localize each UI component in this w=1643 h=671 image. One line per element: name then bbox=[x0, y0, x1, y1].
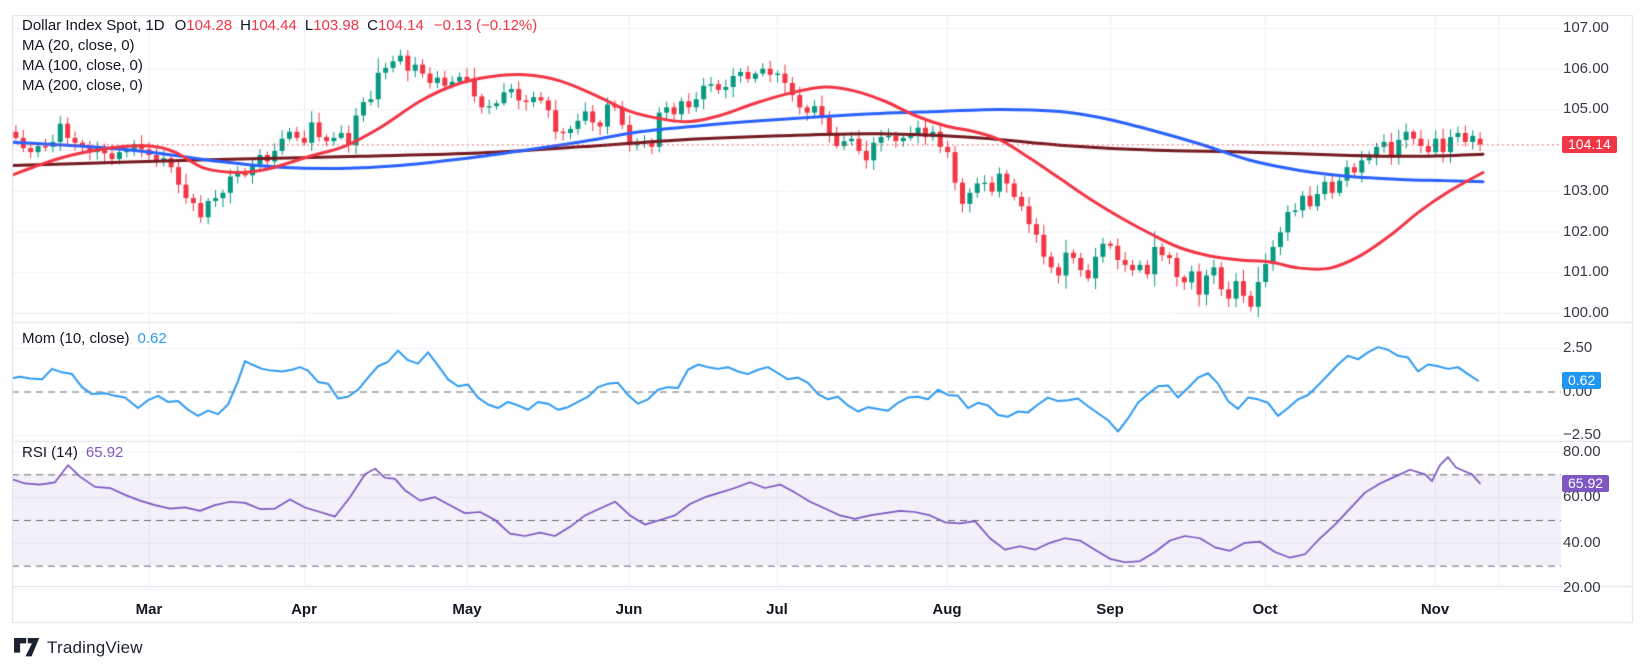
rsi-tick: 40.00 bbox=[1563, 533, 1601, 551]
rsi-legend-row[interactable]: RSI (14) 65.92 bbox=[22, 444, 123, 461]
time-tick-may: May bbox=[452, 601, 482, 618]
time-tick-nov: Nov bbox=[1420, 601, 1450, 618]
ohlc-key: C bbox=[367, 17, 378, 34]
time-tick-sep: Sep bbox=[1096, 601, 1124, 618]
ma200-legend-row[interactable]: MA (200, close, 0) bbox=[22, 76, 537, 96]
change-value: −0.13 (−0.12%) bbox=[433, 17, 538, 34]
price-tick: 105.00 bbox=[1563, 100, 1609, 118]
price-tick: 106.00 bbox=[1563, 59, 1609, 77]
ma100-legend-label: MA (100, close, 0) bbox=[22, 57, 143, 74]
rsi-value-label: 65.92 bbox=[1562, 475, 1610, 493]
rsi-legend-value: 65.92 bbox=[85, 444, 124, 461]
price-tick: 103.00 bbox=[1563, 181, 1609, 199]
ohlc-value: 104.44 bbox=[250, 17, 297, 34]
price-tick: 102.00 bbox=[1563, 222, 1609, 240]
time-tick-oct: Oct bbox=[1252, 601, 1278, 618]
ohlc-key: L bbox=[304, 17, 314, 34]
ohlc-key: O bbox=[174, 17, 187, 34]
ma20-legend-row[interactable]: MA (20, close, 0) bbox=[22, 36, 537, 56]
time-tick-apr: Apr bbox=[291, 601, 317, 618]
footer: TradingView bbox=[14, 638, 143, 658]
rsi-tick: 80.00 bbox=[1563, 442, 1601, 460]
price-tick: 101.00 bbox=[1563, 263, 1609, 281]
ma100-legend-row[interactable]: MA (100, close, 0) bbox=[22, 56, 537, 76]
price-tick: 100.00 bbox=[1563, 303, 1609, 321]
rsi-tick: 20.00 bbox=[1563, 579, 1601, 597]
ohlc-value: 104.28 bbox=[186, 17, 233, 34]
ohlc-value: 103.98 bbox=[313, 17, 360, 34]
symbol-title: Dollar Index Spot, 1D bbox=[22, 17, 165, 34]
ma20-legend-label: MA (20, close, 0) bbox=[22, 37, 135, 54]
last-price-label: 104.14 bbox=[1562, 135, 1617, 153]
ohlc-key: H bbox=[240, 17, 251, 34]
momentum-label: Mom (10, close) bbox=[22, 330, 130, 347]
ohlc-values: O104.28 H104.44 L103.98 C104.14 bbox=[175, 17, 432, 34]
mom-tick: 2.50 bbox=[1563, 339, 1593, 356]
momentum-legend-row[interactable]: Mom (10, close) 0.62 bbox=[22, 330, 167, 347]
ma200-legend-label: MA (200, close, 0) bbox=[22, 77, 143, 94]
rsi-tick: 60.00 bbox=[1563, 488, 1601, 506]
symbol-legend-row[interactable]: Dollar Index Spot, 1D O104.28 H104.44 L103.… bbox=[22, 16, 537, 36]
mom-value-label: 0.62 bbox=[1562, 372, 1602, 390]
ohlc-value: 104.14 bbox=[377, 17, 424, 34]
mom-tick: −2.50 bbox=[1563, 426, 1601, 443]
time-tick-jul: Jul bbox=[766, 601, 788, 618]
legend-pane-main: Dollar Index Spot, 1D O104.28 H104.44 L103.… bbox=[22, 16, 537, 96]
price-tick: 107.00 bbox=[1563, 19, 1609, 36]
momentum-legend-value: 0.62 bbox=[137, 330, 167, 347]
time-tick-mar: Mar bbox=[135, 601, 163, 618]
brand-name[interactable]: TradingView bbox=[47, 638, 143, 657]
tradingview-logo-icon[interactable] bbox=[14, 638, 40, 658]
rsi-label: RSI (14) bbox=[22, 444, 78, 461]
time-tick-aug: Aug bbox=[932, 601, 962, 618]
time-tick-jun: Jun bbox=[615, 601, 643, 618]
